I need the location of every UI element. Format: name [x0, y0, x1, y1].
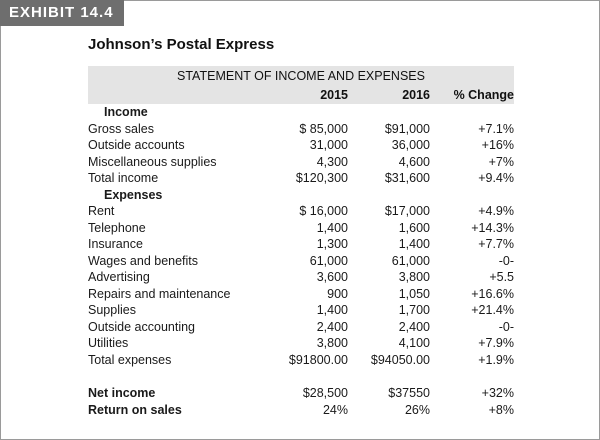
value-2015: 24% — [322, 402, 348, 417]
row-label: Utilities — [88, 336, 129, 350]
value-2015: 2,400 — [316, 319, 348, 334]
expenses-heading: Expenses — [104, 187, 163, 202]
value-change: +8% — [488, 402, 514, 417]
table-row: Outside accounts 31,000 36,000 +16% — [88, 137, 514, 154]
table-row: Advertising 3,600 3,800 +5.5 — [88, 269, 514, 286]
table-row: Gross sales $ 85,000 $91,000 +7.1% — [88, 121, 514, 138]
table-row: Rent $ 16,000 $17,000 +4.9% — [88, 203, 514, 220]
value-2016: 4,600 — [398, 154, 430, 169]
row-label: Telephone — [88, 220, 146, 235]
value-change: -0- — [498, 253, 514, 268]
value-2016: $91,000 — [384, 121, 430, 136]
value-2015: 1,300 — [316, 237, 348, 251]
row-label: Return on sales — [88, 402, 182, 417]
value-change: +14.3% — [471, 220, 514, 235]
table-row: Telephone 1,400 1,600 +14.3% — [88, 220, 514, 237]
expense-rows: Rent $ 16,000 $17,000 +4.9% Telephone 1,400 1,… — [88, 203, 514, 368]
value-change: +1.9% — [478, 352, 514, 367]
value-2016: 26% — [404, 402, 430, 417]
value-change: +16.6% — [471, 286, 514, 301]
summary-rows: Net income $28,500 $37550 +32% Return on sal… — [88, 385, 514, 418]
company-name: Johnson’s Postal Express — [88, 36, 275, 53]
column-header-change: % Change — [453, 88, 514, 102]
value-2016: 61,000 — [391, 253, 430, 268]
row-label: Advertising — [88, 270, 150, 284]
column-header-2016: 2016 — [402, 88, 430, 102]
value-change: +32% — [481, 386, 514, 400]
value-change: +7.1% — [478, 121, 514, 136]
value-change: +9.4% — [478, 171, 514, 185]
value-2015: 900 — [327, 286, 348, 301]
income-section-row: Income — [88, 104, 514, 121]
value-2016: 2,400 — [398, 319, 430, 334]
statement-title: STATEMENT OF INCOME AND EXPENSES — [177, 69, 425, 83]
row-label: Outside accounting — [88, 319, 196, 334]
value-change: -0- — [498, 319, 514, 334]
income-heading: Income — [104, 105, 148, 119]
value-2015: $91800.00 — [288, 352, 348, 367]
row-label: Total income — [88, 171, 159, 185]
income-rows: Gross sales $ 85,000 $91,000 +7.1% Outside a… — [88, 121, 514, 187]
value-2015: $ 16,000 — [299, 204, 348, 218]
row-label: Miscellaneous supplies — [88, 154, 217, 169]
exhibit-label: EXHIBIT 14.4 — [0, 0, 124, 26]
value-2016: $17,000 — [384, 204, 430, 218]
value-2016: 1,050 — [398, 286, 430, 301]
statement-header-band: STATEMENT OF INCOME AND EXPENSES 2015 20… — [88, 66, 514, 104]
row-label: Gross sales — [88, 121, 154, 136]
row-label: Net income — [88, 386, 156, 400]
table-row: Supplies 1,400 1,700 +21.4% — [88, 302, 514, 319]
table-row: Total income $120,300 $31,600 +9.4% — [88, 170, 514, 187]
value-2015: 61,000 — [309, 253, 348, 268]
value-change: +7.9% — [478, 336, 514, 350]
table-row: Utilities 3,800 4,100 +7.9% — [88, 335, 514, 352]
table-row: Miscellaneous supplies 4,300 4,600 +7% — [88, 154, 514, 171]
value-change: +7% — [488, 154, 514, 169]
table-row: Net income $28,500 $37550 +32% — [88, 385, 514, 402]
value-change: +16% — [481, 138, 514, 152]
table-row: Insurance 1,300 1,400 +7.7% — [88, 236, 514, 253]
spacer — [88, 368, 514, 385]
value-2016: 1,600 — [398, 220, 430, 235]
table-row: Repairs and maintenance 900 1,050 +16.6% — [88, 286, 514, 303]
value-2015: 1,400 — [316, 220, 348, 235]
table-row: Return on sales 24% 26% +8% — [88, 402, 514, 419]
statement-table: Income Gross sales $ 85,000 $91,000 +7.1% Ou… — [88, 104, 514, 418]
value-2016: 3,800 — [398, 270, 430, 284]
expenses-section-row: Expenses — [88, 187, 514, 204]
value-2016: 1,400 — [398, 237, 430, 251]
value-change: +7.7% — [478, 237, 514, 251]
value-change: +21.4% — [471, 303, 514, 317]
value-2016: $94050.00 — [370, 352, 430, 367]
value-change: +4.9% — [478, 204, 514, 218]
table-row: Outside accounting 2,400 2,400 -0- — [88, 319, 514, 336]
row-label: Total expenses — [88, 352, 172, 367]
row-label: Rent — [88, 204, 115, 218]
value-2016: 1,700 — [398, 303, 430, 317]
value-2016: 36,000 — [391, 138, 430, 152]
value-2015: $28,500 — [302, 386, 348, 400]
value-2015: 31,000 — [309, 138, 348, 152]
value-2016: $31,600 — [384, 171, 430, 185]
row-label: Insurance — [88, 237, 143, 251]
value-2015: $120,300 — [295, 171, 348, 185]
column-header-2015: 2015 — [320, 88, 348, 102]
value-change: +5.5 — [489, 270, 514, 284]
table-row: Total expenses $91800.00 $94050.00 +1.9% — [88, 352, 514, 369]
value-2015: 3,600 — [316, 270, 348, 284]
value-2015: 3,800 — [316, 336, 348, 350]
row-label: Supplies — [88, 303, 136, 317]
table-row: Wages and benefits 61,000 61,000 -0- — [88, 253, 514, 270]
row-label: Outside accounts — [88, 138, 185, 152]
value-2015: 4,300 — [316, 154, 348, 169]
value-2015: $ 85,000 — [299, 121, 348, 136]
row-label: Wages and benefits — [88, 253, 199, 268]
value-2016: 4,100 — [398, 336, 430, 350]
value-2016: $37550 — [388, 386, 430, 400]
value-2015: 1,400 — [316, 303, 348, 317]
row-label: Repairs and maintenance — [88, 286, 231, 301]
